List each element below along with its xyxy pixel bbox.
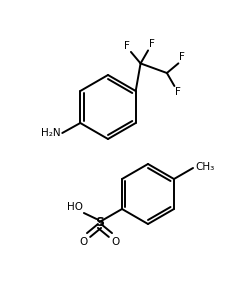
Text: F: F bbox=[149, 39, 155, 49]
Text: F: F bbox=[179, 52, 185, 62]
Text: S: S bbox=[95, 215, 104, 228]
Text: HO: HO bbox=[67, 202, 83, 212]
Text: H₂N: H₂N bbox=[41, 128, 60, 138]
Text: CH₃: CH₃ bbox=[195, 162, 214, 172]
Text: F: F bbox=[175, 87, 181, 97]
Text: O: O bbox=[79, 237, 88, 247]
Text: F: F bbox=[124, 41, 130, 51]
Text: O: O bbox=[111, 237, 120, 247]
